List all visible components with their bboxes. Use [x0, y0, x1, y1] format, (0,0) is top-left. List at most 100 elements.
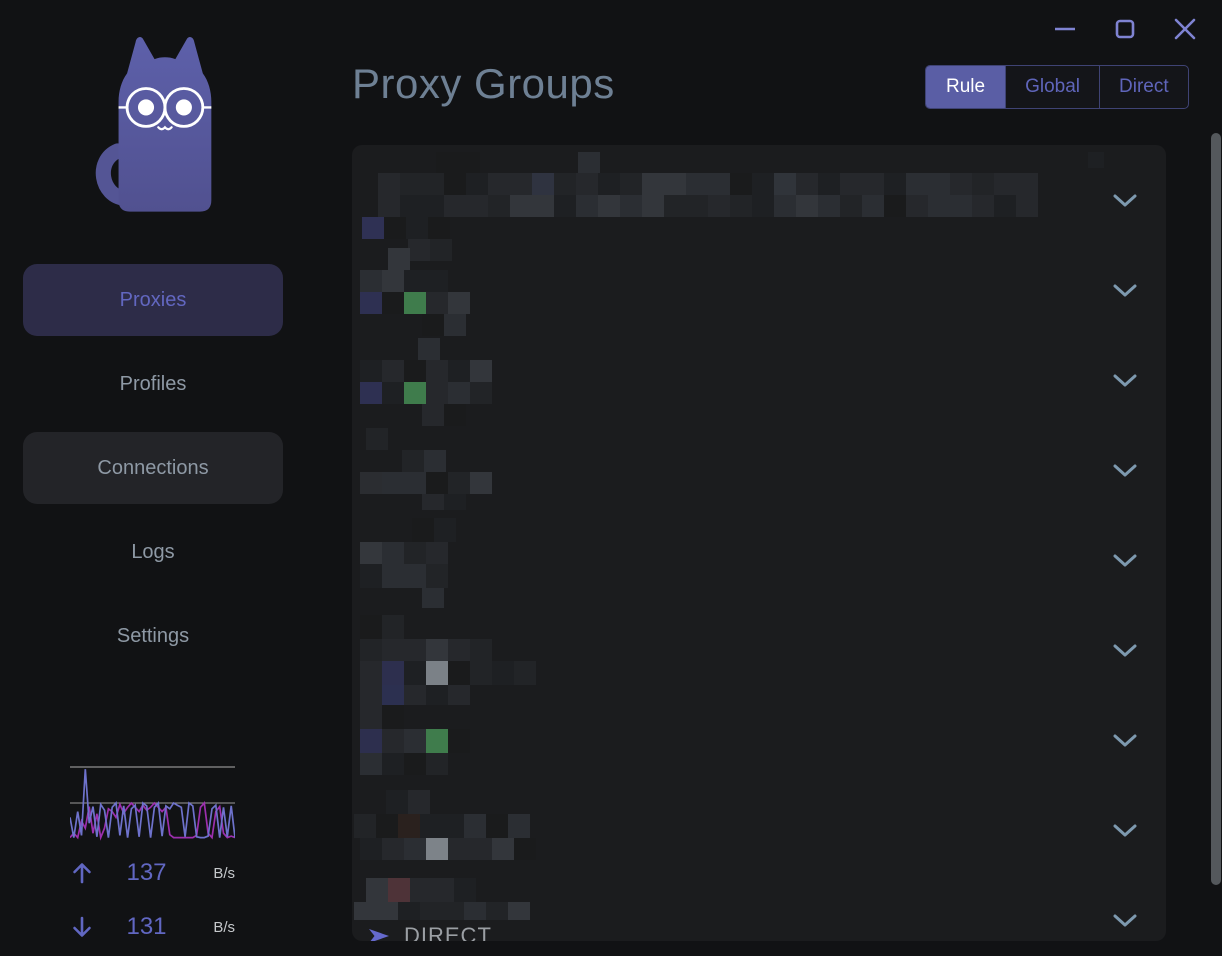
redacted-group-info — [360, 705, 418, 729]
redacted-group-info — [360, 639, 494, 661]
cat-logo-icon — [95, 37, 212, 212]
sidebar-item-label: Logs — [131, 540, 175, 563]
proxy-group-row[interactable] — [352, 685, 1166, 775]
minimize-button[interactable] — [1052, 16, 1078, 42]
maximize-button[interactable] — [1112, 16, 1138, 42]
redacted-group-info — [1088, 152, 1104, 168]
sidebar-item-connections[interactable]: Connections — [23, 432, 283, 504]
redacted-group-info — [422, 494, 466, 510]
proxy-node-direct[interactable]: DIRECT — [368, 921, 492, 941]
redacted-group-info — [360, 685, 480, 705]
redacted-group-info — [422, 314, 468, 336]
redacted-group-info — [386, 790, 442, 814]
redacted-group-info — [360, 729, 470, 753]
chevron-down-icon — [1113, 824, 1137, 837]
sidebar-item-settings[interactable]: Settings — [23, 600, 283, 672]
proxy-groups-panel: DIRECT — [352, 145, 1166, 941]
redacted-group-info — [360, 360, 510, 382]
sidebar-item-label: Settings — [116, 624, 190, 647]
proxy-group-row[interactable] — [352, 235, 1166, 325]
chevron-down-icon — [1113, 914, 1137, 927]
download-speed-value: 131 — [126, 913, 167, 940]
redacted-group-info — [578, 152, 600, 173]
group-expand-chevron-button[interactable] — [1108, 277, 1142, 305]
redacted-group-info — [354, 902, 542, 920]
redacted-group-info — [388, 248, 428, 270]
group-expand-chevron-button[interactable] — [1108, 457, 1142, 485]
proxy-group-row[interactable] — [352, 775, 1166, 865]
redacted-group-info — [366, 878, 492, 902]
redacted-group-info — [378, 173, 1044, 217]
window-controls — [1052, 16, 1198, 42]
download-speed-unit: B/s — [213, 918, 235, 936]
arrow-up-icon — [73, 863, 91, 884]
mode-button-rule[interactable]: Rule — [925, 66, 1007, 108]
redacted-group-info — [360, 753, 450, 775]
redacted-group-info — [362, 217, 450, 239]
chevron-down-icon — [1113, 284, 1137, 297]
sidebar-nav: Proxies Profiles Connections Logs Settin… — [23, 264, 283, 684]
selected-node-arrow-icon — [369, 929, 389, 941]
proxy-node-label: DIRECT — [404, 923, 492, 941]
mode-switch: Rule Global Direct — [925, 65, 1189, 109]
group-expand-chevron-button[interactable] — [1108, 907, 1142, 935]
proxy-group-row[interactable] — [352, 865, 1166, 941]
sidebar: Proxies Profiles Connections Logs Settin… — [0, 0, 352, 956]
scrollbar-thumb[interactable] — [1211, 133, 1221, 885]
redacted-group-info — [360, 292, 490, 314]
minimize-icon — [1055, 27, 1075, 31]
redacted-group-info — [360, 564, 468, 588]
group-expand-chevron-button[interactable] — [1108, 367, 1142, 395]
chevron-down-icon — [1113, 194, 1137, 207]
redacted-group-info — [360, 542, 468, 564]
proxy-group-row[interactable] — [352, 505, 1166, 595]
redacted-group-info — [360, 270, 456, 292]
chevron-down-icon — [1113, 464, 1137, 477]
chevron-down-icon — [1113, 374, 1137, 387]
sidebar-item-proxies[interactable]: Proxies — [23, 264, 283, 336]
upload-series-line — [70, 769, 235, 839]
proxy-group-row[interactable] — [352, 325, 1166, 415]
upload-speed-unit: B/s — [213, 864, 235, 882]
sidebar-item-label: Profiles — [119, 372, 187, 395]
chevron-down-icon — [1113, 554, 1137, 567]
chevron-down-icon — [1113, 734, 1137, 747]
redacted-group-info — [412, 518, 464, 542]
page-title: Proxy Groups — [352, 60, 615, 107]
group-expand-chevron-button[interactable] — [1108, 817, 1142, 845]
upload-speed: 137 B/s — [70, 858, 235, 888]
redacted-group-info — [422, 404, 466, 426]
proxy-group-row[interactable] — [352, 145, 1166, 235]
proxy-group-row[interactable] — [352, 415, 1166, 505]
redacted-group-info — [366, 428, 402, 450]
proxy-group-row[interactable] — [352, 595, 1166, 685]
redacted-group-info — [418, 338, 446, 360]
download-series-line — [70, 801, 235, 841]
arrow-down-icon — [73, 916, 91, 937]
download-speed: 131 B/s — [70, 912, 235, 942]
redacted-group-info — [408, 239, 456, 261]
sidebar-item-label: Connections — [97, 456, 209, 479]
sidebar-item-profiles[interactable]: Profiles — [23, 348, 283, 420]
mode-button-global[interactable]: Global — [1005, 66, 1099, 108]
traffic-graph — [70, 766, 235, 841]
sidebar-item-label: Proxies — [119, 288, 187, 311]
sidebar-item-logs[interactable]: Logs — [23, 516, 283, 588]
group-expand-chevron-button[interactable] — [1108, 547, 1142, 575]
redacted-group-info — [360, 472, 510, 494]
upload-speed-value: 137 — [126, 859, 167, 886]
mode-button-direct[interactable]: Direct — [1099, 66, 1188, 108]
redacted-group-info — [360, 838, 536, 860]
close-icon — [1174, 18, 1196, 40]
redacted-group-info — [360, 382, 510, 404]
close-button[interactable] — [1172, 16, 1198, 42]
maximize-icon — [1115, 19, 1135, 39]
redacted-group-info — [360, 615, 422, 639]
redacted-group-info — [360, 661, 538, 685]
redacted-group-info — [436, 152, 482, 173]
redacted-group-info — [354, 814, 536, 838]
group-expand-chevron-button[interactable] — [1108, 637, 1142, 665]
group-expand-chevron-button[interactable] — [1108, 727, 1142, 755]
group-expand-chevron-button[interactable] — [1108, 187, 1142, 215]
